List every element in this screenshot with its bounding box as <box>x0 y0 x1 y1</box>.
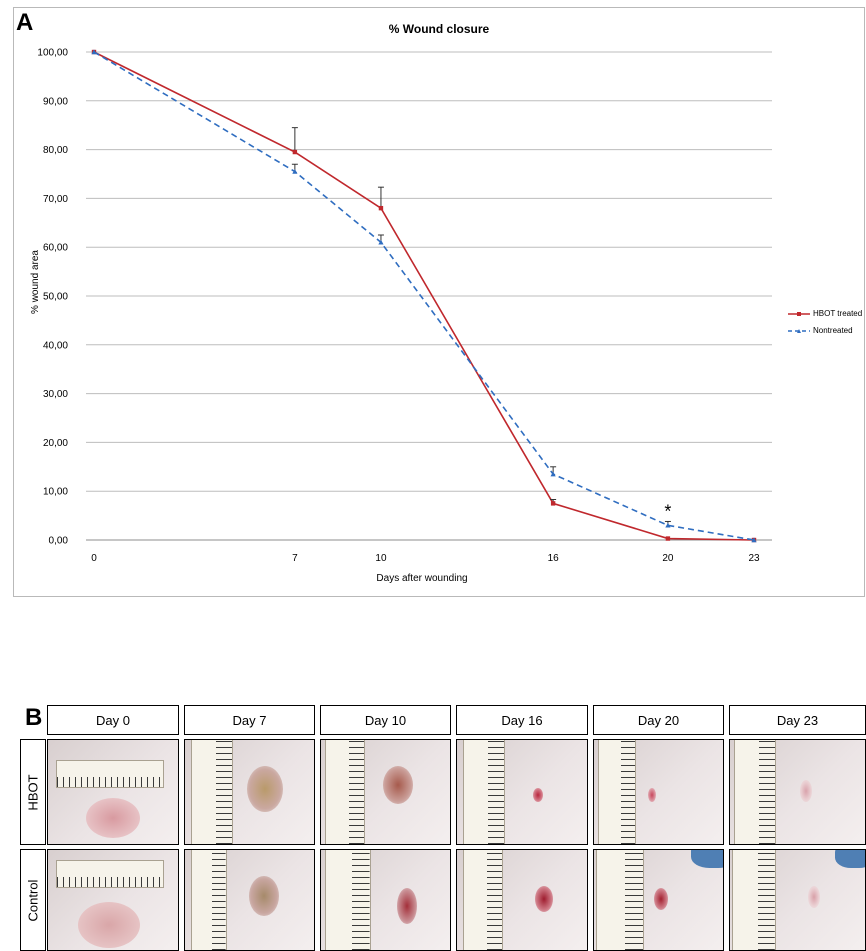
data-point <box>751 537 757 543</box>
x-tick-label: 10 <box>375 553 387 564</box>
y-tick-label: 60,00 <box>43 243 68 254</box>
ruler-image <box>463 850 503 950</box>
panel-letter-b: B <box>25 704 43 731</box>
photo-hbot-day-20 <box>593 739 724 845</box>
photo-control-day-20 <box>593 849 724 951</box>
photo-control-day-23 <box>729 849 866 951</box>
chart-legend: HBOT treated Nontreated <box>788 305 862 339</box>
y-tick-label: 100,00 <box>37 48 68 59</box>
series-line-nontreated <box>93 51 755 541</box>
photo-hbot-day-23 <box>729 739 866 845</box>
x-tick-label: 0 <box>91 553 97 564</box>
y-tick-label: 40,00 <box>43 340 68 351</box>
wound-image <box>800 780 812 802</box>
wound-image <box>535 886 553 912</box>
data-point <box>665 536 671 541</box>
data-point <box>292 149 298 155</box>
data-point <box>665 522 671 528</box>
chart-series <box>91 49 757 543</box>
y-tick-label: 50,00 <box>43 292 68 303</box>
legend-swatch-hbot <box>788 311 810 316</box>
data-point <box>378 239 384 245</box>
series-nontreated <box>91 49 757 543</box>
ruler-image <box>56 860 164 888</box>
y-tick-label: 70,00 <box>43 194 68 205</box>
legend-label-hbot: HBOT treated <box>813 309 863 318</box>
x-axis-label: Days after wounding <box>376 573 467 584</box>
x-tick-label: 23 <box>748 553 760 564</box>
day-header-23: Day 23 <box>729 705 866 735</box>
photo-control-day-7 <box>184 849 315 951</box>
ruler-image <box>191 740 233 844</box>
series-line-hbot <box>93 51 755 541</box>
photo-hbot-day-0 <box>47 739 179 845</box>
photo-hbot-day-10 <box>320 739 451 845</box>
x-tick-label: 20 <box>662 553 674 564</box>
wound-image <box>86 798 140 838</box>
wound-image <box>249 876 279 916</box>
photo-hbot-day-16 <box>456 739 588 845</box>
y-tick-label: 30,00 <box>43 389 68 400</box>
glove-image <box>691 850 723 868</box>
ruler-image <box>598 740 636 844</box>
wound-photo-panel: B Day 0 Day 7 Day 10 Day 16 Day 20 Day 2… <box>20 705 866 951</box>
x-tick-label: 7 <box>292 553 298 564</box>
day-header-7: Day 7 <box>184 705 315 735</box>
wound-closure-chart-panel: A % Wound closure 0,00 10,00 20,00 30,00 40,… <box>13 7 865 597</box>
x-tick-label: 16 <box>548 553 560 564</box>
y-tick-label: 10,00 <box>43 487 68 498</box>
wound-image <box>808 886 820 908</box>
data-point <box>550 501 556 506</box>
day-header-0: Day 0 <box>47 705 179 735</box>
photo-control-day-0 <box>47 849 179 951</box>
day-header-16: Day 16 <box>456 705 588 735</box>
ruler-image <box>732 850 776 950</box>
y-tick-label: 90,00 <box>43 96 68 107</box>
legend-label-nontreated: Nontreated <box>813 326 853 335</box>
y-axis-tick-labels: 0,00 10,00 20,00 30,00 40,00 50,00 60,00 70,00 8… <box>37 48 68 547</box>
row-label-hbot: HBOT <box>20 739 46 845</box>
significance-asterisk: * <box>664 501 671 521</box>
wound-image <box>78 902 140 948</box>
x-axis-tick-labels: 0 7 10 16 20 23 <box>91 553 760 564</box>
chart-title: % Wound closure <box>388 22 490 36</box>
wound-image <box>654 888 668 910</box>
day-header-20: Day 20 <box>593 705 724 735</box>
photo-control-day-16 <box>456 849 588 951</box>
data-point <box>292 168 298 174</box>
glove-image <box>835 850 865 868</box>
data-point <box>91 49 97 55</box>
photo-control-day-10 <box>320 849 451 951</box>
data-point <box>550 471 556 477</box>
photo-hbot-day-7 <box>184 739 315 845</box>
wound-image <box>533 788 543 802</box>
ruler-image <box>56 760 164 788</box>
ruler-image <box>734 740 776 844</box>
ruler-image <box>191 850 227 950</box>
ruler-image <box>596 850 644 950</box>
legend-swatch-nontreated <box>788 328 810 333</box>
ruler-image <box>325 740 365 844</box>
chart-gridlines <box>86 51 772 541</box>
wound-image <box>397 888 417 924</box>
y-axis-label: % wound area <box>30 250 41 314</box>
legend-item-nontreated: Nontreated <box>788 322 862 339</box>
y-tick-label: 0,00 <box>49 536 69 547</box>
wound-image <box>247 766 283 812</box>
day-header-10: Day 10 <box>320 705 451 735</box>
wound-image <box>648 788 656 802</box>
legend-item-hbot: HBOT treated <box>788 305 862 322</box>
data-point <box>378 205 384 211</box>
line-chart: 0,00 10,00 20,00 30,00 40,00 50,00 60,00 70,00 8… <box>30 48 772 584</box>
ruler-image <box>463 740 505 844</box>
wound-image <box>383 766 413 804</box>
panel-letter-a: A <box>16 9 34 36</box>
y-tick-label: 80,00 <box>43 145 68 156</box>
row-label-control: Control <box>20 849 46 951</box>
ruler-image <box>325 850 371 950</box>
y-tick-label: 20,00 <box>43 438 68 449</box>
